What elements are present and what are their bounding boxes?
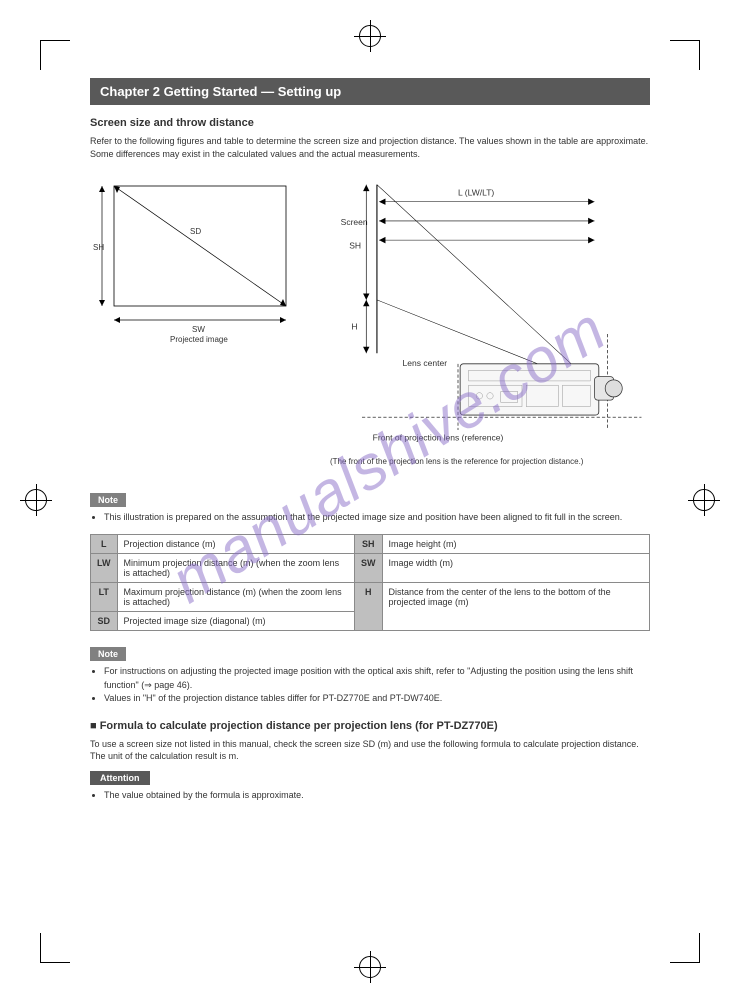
label-sd: SD bbox=[190, 227, 201, 236]
sym-SH: SH bbox=[355, 535, 383, 554]
text-LT: Maximum projection distance (m) (when th… bbox=[117, 583, 355, 612]
registration-mark-left bbox=[25, 489, 47, 511]
sym-SW: SW bbox=[355, 554, 383, 583]
figure-projector: Screen SH H bbox=[330, 174, 650, 475]
note2-list: For instructions on adjusting the projec… bbox=[104, 665, 650, 706]
text-SW: Image width (m) bbox=[382, 554, 649, 583]
projector-svg: Screen SH H bbox=[330, 174, 650, 451]
label-h: H bbox=[351, 322, 357, 332]
attention-label: Attention bbox=[90, 771, 150, 785]
attention-item: The value obtained by the formula is app… bbox=[104, 789, 650, 803]
text-SD: Projected image size (diagonal) (m) bbox=[117, 612, 355, 631]
sym-SD: SD bbox=[91, 612, 118, 631]
legend-table: L Projection distance (m) SH Image heigh… bbox=[90, 534, 650, 631]
formula-heading: ■ Formula to calculate projection distan… bbox=[90, 720, 650, 732]
text-LW: Minimum projection distance (m) (when th… bbox=[117, 554, 355, 583]
table-row: LT Maximum projection distance (m) (when… bbox=[91, 583, 650, 612]
note1-list: This illustration is prepared on the ass… bbox=[104, 511, 650, 525]
label-lens-center: Lens center bbox=[403, 358, 448, 368]
table-row: L Projection distance (m) SH Image heigh… bbox=[91, 535, 650, 554]
page-content: Chapter 2 Getting Started — Setting up S… bbox=[90, 78, 650, 925]
projector-body bbox=[460, 364, 622, 415]
caption-projected: Projected image bbox=[170, 335, 228, 344]
sym-LT: LT bbox=[91, 583, 118, 612]
note2-item-1: Values in "H" of the projection distance… bbox=[104, 692, 650, 706]
chapter-title: Chapter 2 Getting Started — Setting up bbox=[90, 78, 650, 105]
registration-mark-top bbox=[359, 25, 381, 47]
text-H: Distance from the center of the lens to … bbox=[382, 583, 649, 631]
label-screen: Screen bbox=[341, 217, 368, 227]
label-l: L (LW/LT) bbox=[458, 188, 494, 198]
label-sh2: SH bbox=[349, 241, 361, 251]
table-row: LW Minimum projection distance (m) (when… bbox=[91, 554, 650, 583]
registration-mark-bottom bbox=[359, 956, 381, 978]
label-sw: SW bbox=[192, 325, 205, 334]
figure-row: SH SW SD Projected image Scree bbox=[90, 174, 650, 475]
screen-svg: SH SW SD Projected image bbox=[90, 174, 300, 344]
note-label-1: Note bbox=[90, 493, 126, 507]
attention-list: The value obtained by the formula is app… bbox=[104, 789, 650, 803]
note1-item: This illustration is prepared on the ass… bbox=[104, 511, 650, 525]
figure-screen: SH SW SD Projected image bbox=[90, 174, 300, 475]
sym-L: L bbox=[91, 535, 118, 554]
sym-H: H bbox=[355, 583, 383, 631]
note-label-2: Note bbox=[90, 647, 126, 661]
intro-text: Refer to the following figures and table… bbox=[90, 135, 650, 160]
text-L: Projection distance (m) bbox=[117, 535, 355, 554]
section-heading: Screen size and throw distance bbox=[90, 117, 650, 129]
label-sh: SH bbox=[93, 243, 104, 252]
sym-LW: LW bbox=[91, 554, 118, 583]
fig-note: (The front of the projection lens is the… bbox=[330, 456, 650, 467]
text-SH: Image height (m) bbox=[382, 535, 649, 554]
registration-mark-right bbox=[693, 489, 715, 511]
label-ref: Front of projection lens (reference) bbox=[373, 433, 504, 443]
note2-item-0: For instructions on adjusting the projec… bbox=[104, 665, 650, 692]
formula-intro: To use a screen size not listed in this … bbox=[90, 738, 650, 763]
